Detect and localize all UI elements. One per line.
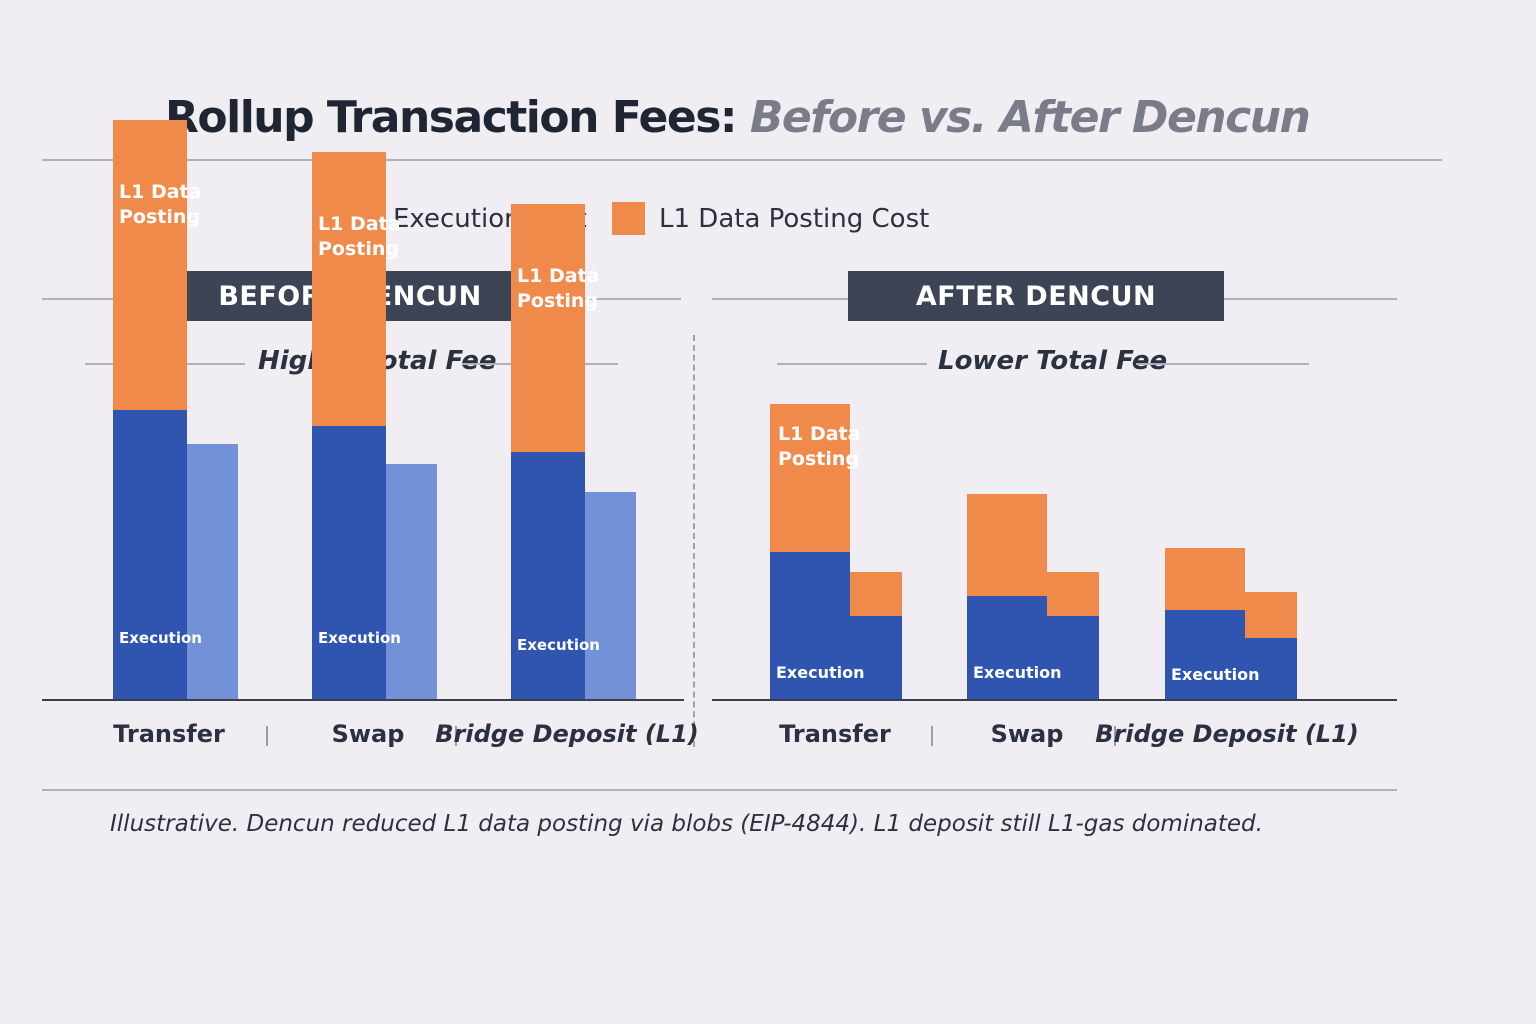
before-label-posting-transfer: Posting — [119, 206, 200, 228]
after-head-rule-right — [1224, 298, 1397, 300]
before-label-posting-bridge: L1 Data — [517, 265, 599, 287]
after-label-posting-transfer: Posting — [778, 448, 859, 470]
before-category-swap: Swap — [331, 720, 405, 748]
after-bar-secondary-execution-swap — [1047, 616, 1099, 700]
after-bar-execution-swap — [967, 596, 1047, 700]
before-bar-secondary-transfer — [187, 444, 238, 700]
after-panel-header: AFTER DENCUN — [848, 271, 1224, 321]
before-bar-posting-bridge — [511, 204, 585, 452]
panel-divider — [693, 335, 695, 747]
before-label-execution-bridge: Execution — [517, 636, 600, 654]
before-label-posting-transfer: L1 Data — [119, 181, 201, 203]
after-category-swap: Swap — [990, 720, 1064, 748]
after-category-bridge: Bridge Deposit (L1) — [1095, 720, 1359, 748]
after-category-separator — [1114, 726, 1116, 746]
before-label-posting-bridge: Posting — [517, 290, 598, 312]
after-bar-posting-bridge — [1165, 548, 1245, 610]
before-head-rule-left — [42, 298, 162, 300]
after-panel-label: AFTER DENCUN — [915, 280, 1157, 312]
before-bar-secondary-swap — [386, 464, 437, 700]
before-bar-execution-swap — [312, 426, 386, 700]
after-bar-posting-transfer — [770, 404, 850, 552]
before-bar-posting-transfer — [113, 120, 187, 410]
after-bar-secondary-execution-transfer — [850, 616, 902, 700]
legend-swatch-posting — [612, 202, 645, 235]
after-label-posting-transfer: L1 Data — [778, 423, 860, 445]
before-bar-posting-swap — [312, 152, 386, 426]
before-label-posting-swap: Posting — [318, 238, 399, 260]
title-main: Rollup Transaction Fees: — [165, 92, 738, 143]
footer-rule — [42, 789, 1397, 791]
before-bar-execution-bridge — [511, 452, 585, 700]
after-bar-execution-bridge — [1165, 610, 1245, 700]
before-bar-execution-transfer — [113, 410, 187, 700]
after-label-execution-bridge: Execution — [1171, 665, 1260, 684]
legend-label-posting: L1 Data Posting Cost — [659, 203, 930, 234]
before-bar-secondary-bridge — [585, 492, 636, 700]
after-category-transfer: Transfer — [779, 720, 891, 748]
footnote: Illustrative. Dencun reduced L1 data pos… — [110, 811, 1263, 837]
after-label-execution-swap: Execution — [973, 663, 1062, 682]
after-subtitle: Lower Total Fee — [938, 346, 1168, 376]
before-label-execution-transfer: Execution — [119, 629, 202, 647]
after-label-execution-transfer: Execution — [776, 663, 865, 682]
before-label-posting-swap: L1 Data — [318, 213, 400, 235]
after-bar-posting-swap — [967, 494, 1047, 596]
before-label-execution-swap: Execution — [318, 629, 401, 647]
after-bars: L1 Data Posting Execution Execution Executio… — [770, 404, 1297, 700]
after-head-rule-left — [712, 298, 848, 300]
title-rule — [42, 159, 1442, 161]
after-subtitle-rule-left — [777, 363, 927, 365]
after-bar-secondary-execution-bridge — [1245, 638, 1297, 700]
before-category-separator — [455, 726, 457, 746]
after-bar-secondary-posting-transfer — [850, 572, 902, 616]
before-head-rule-right — [538, 298, 681, 300]
after-bar-execution-transfer — [770, 552, 850, 700]
chart-title: Rollup Transaction Fees: Before vs. Afte… — [165, 92, 1311, 143]
before-category-transfer: Transfer — [113, 720, 225, 748]
title-sub: Before vs. After Dencun — [749, 92, 1311, 143]
legend-item-posting: L1 Data Posting Cost — [612, 202, 929, 235]
after-subtitle-rule-right — [1136, 363, 1309, 365]
before-category-separator — [266, 726, 268, 746]
after-bar-secondary-posting-swap — [1047, 572, 1099, 616]
after-category-separator — [931, 726, 933, 746]
after-bar-secondary-posting-bridge — [1245, 592, 1297, 638]
before-category-bridge: Bridge Deposit (L1) — [435, 720, 699, 748]
before-bars: L1 Data Posting Execution L1 Data Posting Exe… — [113, 120, 636, 700]
